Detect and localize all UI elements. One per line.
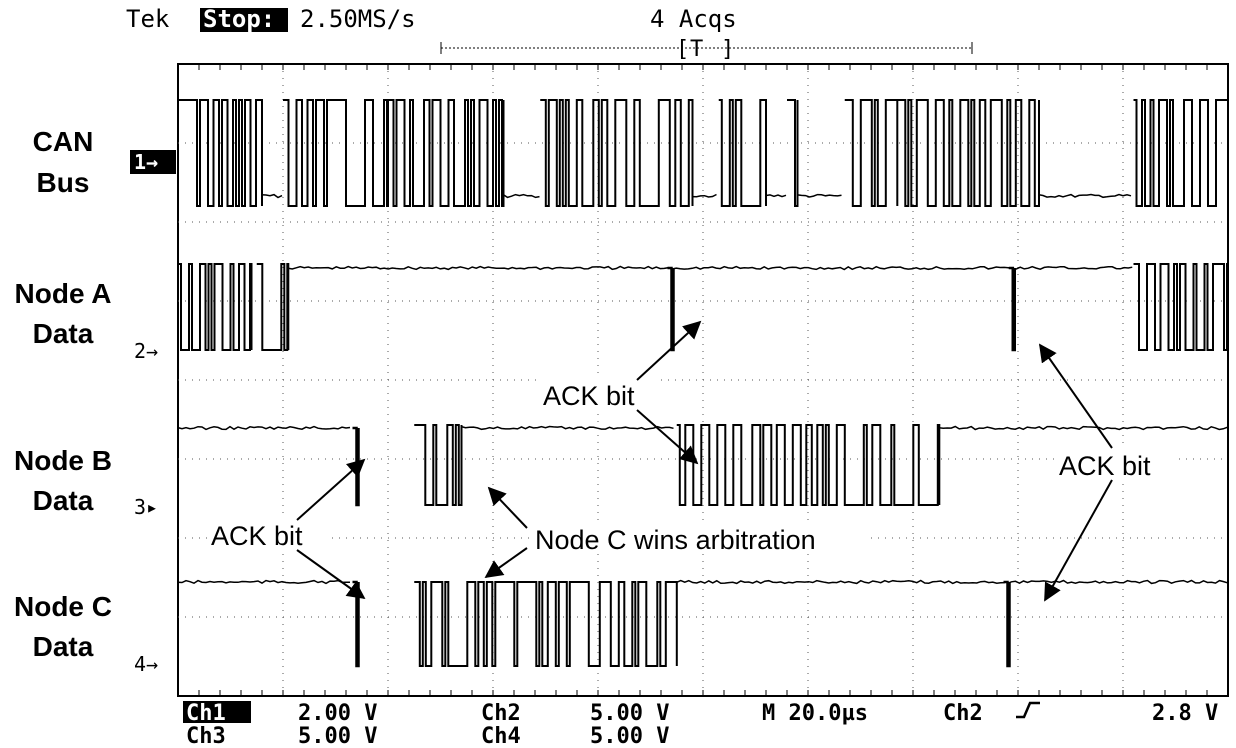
trace-label-node-b-line2: Data	[33, 485, 94, 516]
trace-burst	[844, 99, 899, 207]
trace-burst	[787, 99, 799, 207]
annotation-arbitration-bg	[530, 522, 870, 554]
ch1-scale: 2.00 V	[298, 701, 377, 726]
trace-burst	[718, 99, 767, 207]
sample-rate-label: 2.50MS/s	[300, 5, 416, 33]
trigger-position-marker: T	[690, 37, 703, 62]
annotation-ack-a-bg	[540, 378, 660, 410]
scope-footer: Ch1 2.00 V Ch2 5.00 V M 20.0µs Ch2 2.8 V…	[183, 701, 1218, 748]
scope-header: Tek Stop: 2.50MS/s 4 Acqs [ T ]	[126, 5, 973, 62]
trace-node-a-data	[178, 263, 1229, 352]
trace-labels: CAN Bus Node A Data Node B Data Node C D…	[14, 126, 112, 662]
trace-idle-segment	[691, 193, 717, 198]
trace-idle-segment	[261, 193, 283, 199]
trace-burst	[178, 263, 253, 351]
trace-label-node-c-line1: Node C	[14, 591, 112, 622]
ch2-label: Ch2	[481, 701, 521, 726]
ack-pulse	[667, 266, 675, 352]
trace-can-bus	[178, 99, 1229, 207]
ch4-scale: 5.00 V	[590, 724, 669, 748]
trace-burst	[256, 263, 290, 351]
channel-4-marker: 4→	[134, 652, 158, 676]
arrow-ack-right-to-node-a	[1038, 343, 1113, 449]
run-state-label: Stop:	[203, 5, 275, 33]
ch4-label: Ch4	[481, 724, 521, 748]
channel-1-marker-badge	[130, 150, 176, 174]
trace-node-c-data	[177, 579, 1228, 668]
trace-label-node-a-line1: Node A	[15, 278, 112, 309]
arrow-ack-a-to-node-b	[636, 409, 699, 465]
trace-layer	[177, 99, 1229, 668]
annotation-ack-right: ACK bit	[1059, 451, 1151, 481]
trigger-bracket-right: ]	[721, 37, 734, 62]
annotation-ack-a: ACK bit	[543, 381, 635, 411]
trace-node-b-data	[177, 424, 1228, 507]
trace-idle-segment	[502, 193, 540, 199]
channel-1-marker: 1→	[134, 150, 158, 174]
trace-burst	[178, 99, 263, 207]
ch1-label-badge	[183, 701, 251, 723]
trace-burst	[414, 424, 463, 506]
trace-burst	[1133, 263, 1229, 351]
ch3-scale: 5.00 V	[298, 724, 377, 748]
trace-idle-segment	[177, 579, 351, 585]
ack-pulse	[1008, 266, 1016, 352]
trace-idle-segment	[676, 579, 1005, 585]
run-state-badge	[200, 8, 288, 32]
trigger-source-label: Ch2	[943, 701, 983, 726]
trace-label-can-bus-line2: Bus	[37, 167, 90, 198]
ch1-label: Ch1	[186, 701, 226, 726]
arrow-ack-right-to-node-c	[1044, 479, 1113, 602]
brand-label: Tek	[126, 5, 170, 33]
trace-idle-segment	[460, 425, 674, 431]
annotation-arbitration: Node C wins arbitration	[535, 525, 816, 555]
acquisitions-label: 4 Acqs	[650, 5, 737, 33]
trace-burst	[283, 99, 389, 207]
trace-burst	[1133, 99, 1229, 207]
trace-idle-segment	[796, 193, 842, 198]
trace-label-node-a-line2: Data	[33, 318, 94, 349]
channel-3-marker: 3▸	[134, 495, 158, 519]
trace-idle-segment	[177, 425, 351, 431]
annotations: ACK bit ACK bit ACK bit Node C wins arbi…	[208, 320, 1176, 602]
ack-pulse	[352, 426, 360, 507]
arrow-arbitration-to-node-b	[487, 486, 528, 529]
trace-burst	[540, 99, 694, 207]
arrow-ack-b-to-node-c	[296, 549, 366, 600]
ch2-scale: 5.00 V	[590, 701, 669, 726]
trigger-bracket-left: [	[676, 37, 689, 62]
trace-idle-segment	[765, 194, 787, 198]
trace-label-node-b-line1: Node B	[14, 445, 112, 476]
channel-2-marker: 2→	[134, 339, 158, 363]
trigger-level-label: 2.8 V	[1152, 701, 1218, 726]
ch3-label: Ch3	[186, 724, 226, 748]
annotation-ack-b: ACK bit	[211, 521, 303, 551]
graticule-grid	[177, 64, 1229, 696]
trace-label-can-bus-line1: CAN	[33, 126, 94, 157]
trace-burst	[388, 99, 505, 207]
timebase-label: M 20.0µs	[762, 701, 868, 726]
trace-idle-segment	[1038, 193, 1132, 199]
trace-idle-segment	[287, 265, 1133, 271]
trace-label-node-c-line2: Data	[33, 631, 94, 662]
trace-burst	[897, 99, 1040, 207]
trace-burst	[414, 581, 678, 667]
arrow-ack-b-to-node-b	[296, 458, 366, 521]
arrow-arbitration-to-node-c	[484, 547, 528, 579]
trace-idle-segment	[938, 425, 1228, 431]
trace-idle-segment	[1006, 579, 1228, 585]
channel-markers: 1→ 2→ 3▸ 4→	[130, 150, 176, 676]
annotation-arrows	[296, 320, 1113, 602]
annotation-ack-b-bg	[208, 518, 328, 550]
rising-edge-icon	[1016, 701, 1040, 719]
annotation-ack-right-bg	[1056, 448, 1176, 480]
ack-pulse	[1003, 580, 1011, 668]
trace-burst	[676, 424, 941, 506]
arrow-ack-a-to-node-a	[636, 320, 702, 381]
